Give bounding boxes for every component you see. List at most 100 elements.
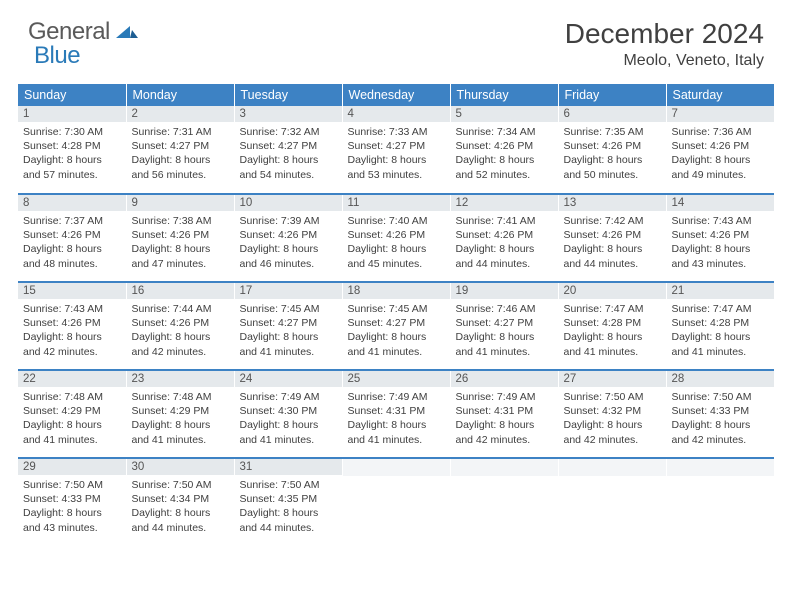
calendar-day-cell: 11Sunrise: 7:40 AMSunset: 4:26 PMDayligh… [342,194,450,282]
calendar-day-cell: 5Sunrise: 7:34 AMSunset: 4:26 PMDaylight… [450,106,558,194]
sunset-line: Sunset: 4:28 PM [23,139,121,153]
calendar-day-cell: 2Sunrise: 7:31 AMSunset: 4:27 PMDaylight… [126,106,234,194]
sunrise-line: Sunrise: 7:32 AM [240,125,337,139]
sunrise-line: Sunrise: 7:43 AM [23,302,121,316]
day-body: Sunrise: 7:41 AMSunset: 4:26 PMDaylight:… [451,211,558,275]
daylight-line: Daylight: 8 hours and 49 minutes. [672,153,770,181]
day-number: 23 [127,371,234,387]
sunrise-line: Sunrise: 7:42 AM [564,214,661,228]
sunrise-line: Sunrise: 7:34 AM [456,125,553,139]
day-number [343,459,450,476]
daylight-line: Daylight: 8 hours and 57 minutes. [23,153,121,181]
daylight-line: Daylight: 8 hours and 41 minutes. [348,330,445,358]
day-number: 9 [127,195,234,211]
calendar-day-cell: 19Sunrise: 7:46 AMSunset: 4:27 PMDayligh… [450,282,558,370]
day-body: Sunrise: 7:35 AMSunset: 4:26 PMDaylight:… [559,122,666,186]
day-body: Sunrise: 7:50 AMSunset: 4:33 PMDaylight:… [667,387,775,451]
day-body: Sunrise: 7:49 AMSunset: 4:30 PMDaylight:… [235,387,342,451]
day-body: Sunrise: 7:43 AMSunset: 4:26 PMDaylight:… [667,211,775,275]
daylight-line: Daylight: 8 hours and 53 minutes. [348,153,445,181]
sunrise-line: Sunrise: 7:47 AM [564,302,661,316]
sunrise-line: Sunrise: 7:50 AM [132,478,229,492]
calendar-day-cell: 20Sunrise: 7:47 AMSunset: 4:28 PMDayligh… [558,282,666,370]
day-number [559,459,666,476]
daylight-line: Daylight: 8 hours and 41 minutes. [348,418,445,446]
calendar-day-cell: 13Sunrise: 7:42 AMSunset: 4:26 PMDayligh… [558,194,666,282]
calendar-day-cell: 24Sunrise: 7:49 AMSunset: 4:30 PMDayligh… [234,370,342,458]
calendar-week-row: 8Sunrise: 7:37 AMSunset: 4:26 PMDaylight… [18,194,774,282]
day-number: 18 [343,283,450,299]
daylight-line: Daylight: 8 hours and 50 minutes. [564,153,661,181]
sunrise-line: Sunrise: 7:44 AM [132,302,229,316]
day-body: Sunrise: 7:45 AMSunset: 4:27 PMDaylight:… [343,299,450,363]
calendar-week-row: 1Sunrise: 7:30 AMSunset: 4:28 PMDaylight… [18,106,774,194]
day-body: Sunrise: 7:49 AMSunset: 4:31 PMDaylight:… [451,387,558,451]
day-number: 7 [667,106,775,122]
calendar-day-cell: 10Sunrise: 7:39 AMSunset: 4:26 PMDayligh… [234,194,342,282]
sunset-line: Sunset: 4:26 PM [672,139,770,153]
day-number: 28 [667,371,775,387]
daylight-line: Daylight: 8 hours and 41 minutes. [23,418,121,446]
day-number: 26 [451,371,558,387]
calendar-day-cell: 4Sunrise: 7:33 AMSunset: 4:27 PMDaylight… [342,106,450,194]
day-number: 27 [559,371,666,387]
sunrise-line: Sunrise: 7:37 AM [23,214,121,228]
sunset-line: Sunset: 4:28 PM [564,316,661,330]
calendar-day-cell: 27Sunrise: 7:50 AMSunset: 4:32 PMDayligh… [558,370,666,458]
day-number: 30 [127,459,234,475]
calendar-day-cell [342,458,450,546]
sunset-line: Sunset: 4:26 PM [348,228,445,242]
day-number: 8 [18,195,126,211]
day-body: Sunrise: 7:47 AMSunset: 4:28 PMDaylight:… [559,299,666,363]
sunrise-line: Sunrise: 7:49 AM [240,390,337,404]
calendar-day-cell [558,458,666,546]
calendar-day-cell: 1Sunrise: 7:30 AMSunset: 4:28 PMDaylight… [18,106,126,194]
sunrise-line: Sunrise: 7:47 AM [672,302,770,316]
calendar-day-cell: 18Sunrise: 7:45 AMSunset: 4:27 PMDayligh… [342,282,450,370]
sunrise-line: Sunrise: 7:48 AM [132,390,229,404]
sunrise-line: Sunrise: 7:38 AM [132,214,229,228]
calendar-day-cell: 17Sunrise: 7:45 AMSunset: 4:27 PMDayligh… [234,282,342,370]
day-number: 17 [235,283,342,299]
sunrise-line: Sunrise: 7:33 AM [348,125,445,139]
calendar-day-cell: 15Sunrise: 7:43 AMSunset: 4:26 PMDayligh… [18,282,126,370]
daylight-line: Daylight: 8 hours and 42 minutes. [23,330,121,358]
sunset-line: Sunset: 4:26 PM [672,228,770,242]
sunset-line: Sunset: 4:29 PM [23,404,121,418]
sunset-line: Sunset: 4:26 PM [456,228,553,242]
day-body: Sunrise: 7:49 AMSunset: 4:31 PMDaylight:… [343,387,450,451]
sunset-line: Sunset: 4:33 PM [672,404,770,418]
day-body: Sunrise: 7:30 AMSunset: 4:28 PMDaylight:… [18,122,126,186]
daylight-line: Daylight: 8 hours and 41 minutes. [564,330,661,358]
calendar-day-cell: 30Sunrise: 7:50 AMSunset: 4:34 PMDayligh… [126,458,234,546]
day-number: 31 [235,459,342,475]
day-body: Sunrise: 7:31 AMSunset: 4:27 PMDaylight:… [127,122,234,186]
daylight-line: Daylight: 8 hours and 45 minutes. [348,242,445,270]
sunrise-line: Sunrise: 7:50 AM [240,478,337,492]
daylight-line: Daylight: 8 hours and 41 minutes. [132,418,229,446]
sunset-line: Sunset: 4:27 PM [348,139,445,153]
sunrise-line: Sunrise: 7:39 AM [240,214,337,228]
daylight-line: Daylight: 8 hours and 56 minutes. [132,153,229,181]
header: General Blue December 2024 Meolo, Veneto… [0,0,792,78]
day-number [451,459,558,476]
day-body: Sunrise: 7:50 AMSunset: 4:33 PMDaylight:… [18,475,126,539]
day-body: Sunrise: 7:47 AMSunset: 4:28 PMDaylight:… [667,299,775,363]
day-body: Sunrise: 7:48 AMSunset: 4:29 PMDaylight:… [127,387,234,451]
day-number: 19 [451,283,558,299]
day-body: Sunrise: 7:39 AMSunset: 4:26 PMDaylight:… [235,211,342,275]
sunset-line: Sunset: 4:29 PM [132,404,229,418]
day-body: Sunrise: 7:36 AMSunset: 4:26 PMDaylight:… [667,122,775,186]
sunset-line: Sunset: 4:26 PM [564,139,661,153]
daylight-line: Daylight: 8 hours and 46 minutes. [240,242,337,270]
day-body: Sunrise: 7:50 AMSunset: 4:35 PMDaylight:… [235,475,342,539]
daylight-line: Daylight: 8 hours and 44 minutes. [240,506,337,534]
daylight-line: Daylight: 8 hours and 47 minutes. [132,242,229,270]
sunset-line: Sunset: 4:27 PM [240,316,337,330]
calendar-day-cell [666,458,774,546]
day-body: Sunrise: 7:48 AMSunset: 4:29 PMDaylight:… [18,387,126,451]
calendar-week-row: 29Sunrise: 7:50 AMSunset: 4:33 PMDayligh… [18,458,774,546]
sunset-line: Sunset: 4:26 PM [23,316,121,330]
weekday-header: Friday [558,84,666,106]
sunrise-line: Sunrise: 7:40 AM [348,214,445,228]
